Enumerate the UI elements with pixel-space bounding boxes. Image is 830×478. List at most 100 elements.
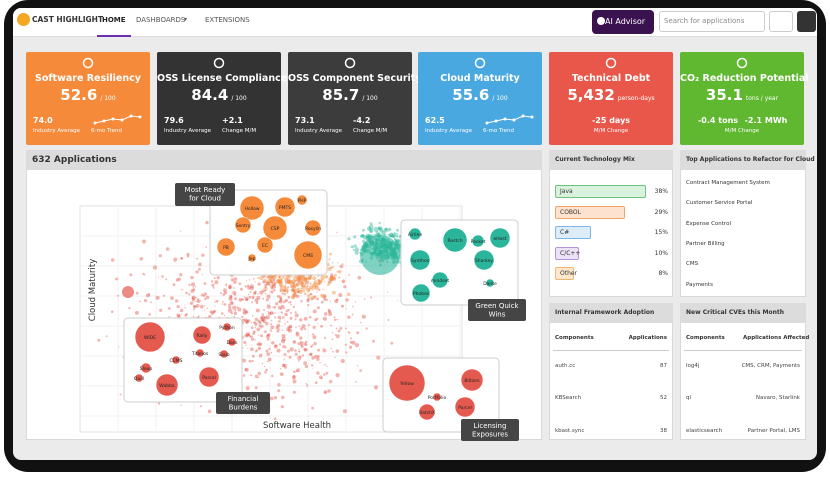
scatter-dot: [278, 279, 283, 285]
mix-name: C#: [560, 229, 570, 236]
scatter-dot: [384, 228, 387, 231]
scatter-dot: [355, 381, 357, 383]
scatter-dot: [245, 320, 249, 324]
scatter-dot: [316, 371, 320, 375]
scatter-dot: [297, 281, 300, 284]
bubble: [409, 249, 431, 271]
user-button[interactable]: [797, 11, 816, 32]
scatter-dot: [263, 286, 268, 291]
scatter-dot: [204, 297, 207, 301]
scatter-dot: [115, 277, 119, 281]
scatter-dot: [293, 340, 296, 343]
scatter-dot: [251, 314, 254, 317]
callout-text: Financial: [228, 395, 259, 403]
scatter-dot: [110, 310, 114, 314]
filter-button[interactable]: [769, 11, 793, 32]
ai-button-label[interactable]: AI Advisor: [605, 17, 646, 26]
bubble-label: PHP: [298, 198, 307, 204]
scatter-dot: [320, 293, 325, 298]
scatter-dot: [265, 368, 268, 372]
scatter-dot: [174, 261, 176, 263]
table-cell: kbast.sync: [555, 428, 585, 434]
bubble: [473, 249, 495, 271]
scatter-dot: [251, 295, 255, 299]
scatter-dot: [222, 300, 224, 303]
scatter-dot: [275, 326, 279, 330]
scatter-dot: [295, 331, 299, 335]
scatter-dot: [249, 284, 254, 289]
scatter-dot: [261, 362, 264, 365]
kpi-value: 84.4: [191, 86, 229, 104]
callout-text: Exposures: [472, 431, 508, 439]
panel-title: Top Applications to Refactor for Cloud: [686, 156, 815, 163]
scatter-dot: [264, 330, 267, 334]
scatter-dot: [322, 348, 327, 353]
scatter-dot: [389, 235, 392, 238]
scatter-dot: [264, 321, 269, 326]
table-cell: log4j: [686, 363, 700, 369]
scatter-dot: [263, 321, 265, 323]
scatter-dot: [254, 350, 258, 353]
scatter-dot: [270, 325, 275, 330]
table-cell: 87: [659, 363, 667, 369]
scatter-dot: [302, 341, 304, 343]
scatter-dot: [316, 291, 318, 293]
nav-item[interactable]: DASHBOARDS: [136, 16, 186, 24]
scatter-dot: [266, 304, 269, 306]
scatter-dot: [311, 288, 314, 291]
table-cell: CMS, CRM, Payments: [741, 363, 800, 369]
scatter-dot: [335, 373, 340, 378]
scatter-dot: [294, 275, 297, 278]
scatter-dot: [279, 290, 282, 293]
scatter-dot: [263, 316, 267, 320]
scatter-dot: [332, 290, 336, 295]
scatter-dot: [341, 263, 344, 265]
scatter-dot: [265, 298, 269, 302]
scatter-dot: [119, 393, 122, 396]
bubble: [460, 368, 484, 392]
scatter-dot: [387, 319, 390, 321]
search-box[interactable]: [659, 11, 765, 32]
scatter-dot: [243, 340, 247, 345]
scatter-dot: [329, 300, 332, 302]
scatter-dot: [258, 354, 263, 358]
scatter-dot: [297, 277, 301, 281]
scatter-dot: [317, 280, 322, 285]
scatter-dot: [145, 293, 150, 298]
scatter-dot: [282, 364, 286, 367]
scatter-dot: [347, 315, 351, 319]
nav-item[interactable]: EXTENSIONS: [205, 16, 250, 24]
scatter-dot: [395, 239, 399, 244]
nav-item[interactable]: HOME: [102, 16, 126, 24]
bubble-label: Wabba: [159, 383, 175, 389]
scatter-dot: [200, 293, 204, 297]
scatter-dot: [261, 289, 265, 293]
scatter-dot: [272, 284, 274, 286]
scatter-dot: [289, 316, 293, 320]
scatter-dot: [334, 273, 337, 277]
scatter-dot: [299, 318, 303, 322]
scatter-dot: [271, 312, 274, 315]
table-header: Components: [686, 335, 725, 341]
scatter-dot: [298, 348, 300, 350]
scatter-dot: [288, 355, 292, 359]
kpi-stat-value: 79.6: [164, 116, 184, 125]
bubble: [471, 234, 485, 248]
scatter-dot: [258, 347, 260, 349]
scatter-dot: [148, 313, 151, 316]
scatter-dot: [195, 304, 200, 308]
scatter-dot: [331, 279, 334, 282]
scatter-dot: [323, 312, 328, 316]
search-placeholder[interactable]: Search for applications: [664, 17, 745, 25]
scatter-dot: [97, 338, 101, 342]
kpi-stat-label: M/M Change: [724, 128, 760, 134]
scatter-dot: [280, 297, 283, 300]
scatter-dot: [390, 341, 394, 345]
sparkline-dot: [530, 115, 534, 119]
scatter-dot: [310, 345, 313, 348]
bubble: [171, 355, 181, 365]
bubble: [192, 325, 212, 345]
scatter-dot: [212, 310, 216, 314]
scatter-dot: [318, 282, 321, 285]
scatter-dot: [289, 283, 291, 285]
